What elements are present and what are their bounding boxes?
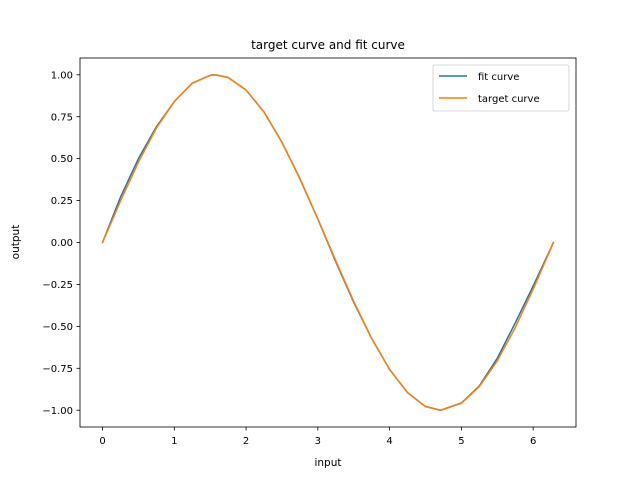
x-axis-label: input — [314, 457, 341, 469]
y-tick-label: −0.25 — [42, 280, 73, 291]
legend: fit curve target curve — [432, 64, 570, 112]
y-axis-label: output — [10, 225, 22, 260]
y-tick-label: −0.50 — [42, 322, 73, 333]
series-line-1 — [101, 74, 555, 411]
y-tick-label: −1.00 — [42, 406, 73, 417]
chart-title: target curve and fit curve — [251, 38, 405, 52]
y-tick-label: 0.50 — [51, 154, 73, 165]
x-tick-label: 6 — [530, 436, 536, 447]
x-axis: 0 1 2 3 4 5 6 — [99, 427, 536, 447]
y-tick-label: 0.25 — [51, 196, 73, 207]
y-tick-label: 0.75 — [51, 112, 73, 123]
legend-label-fit-curve: fit curve — [478, 72, 519, 83]
legend-label-target-curve: target curve — [478, 94, 540, 105]
y-tick-label: 1.00 — [51, 70, 73, 81]
y-axis: −1.00 −0.75 −0.50 −0.25 0.00 0.25 0.50 0.75 1.00 — [42, 70, 80, 417]
y-tick-label: 0.00 — [51, 238, 73, 249]
x-tick-label: 5 — [458, 436, 464, 447]
x-tick-label: 2 — [243, 436, 249, 447]
y-tick-label: −0.75 — [42, 364, 73, 375]
x-tick-label: 0 — [99, 436, 105, 447]
x-tick-label: 4 — [386, 436, 392, 447]
x-tick-label: 3 — [315, 436, 321, 447]
series-layer — [101, 74, 555, 411]
x-tick-label: 1 — [171, 436, 177, 447]
